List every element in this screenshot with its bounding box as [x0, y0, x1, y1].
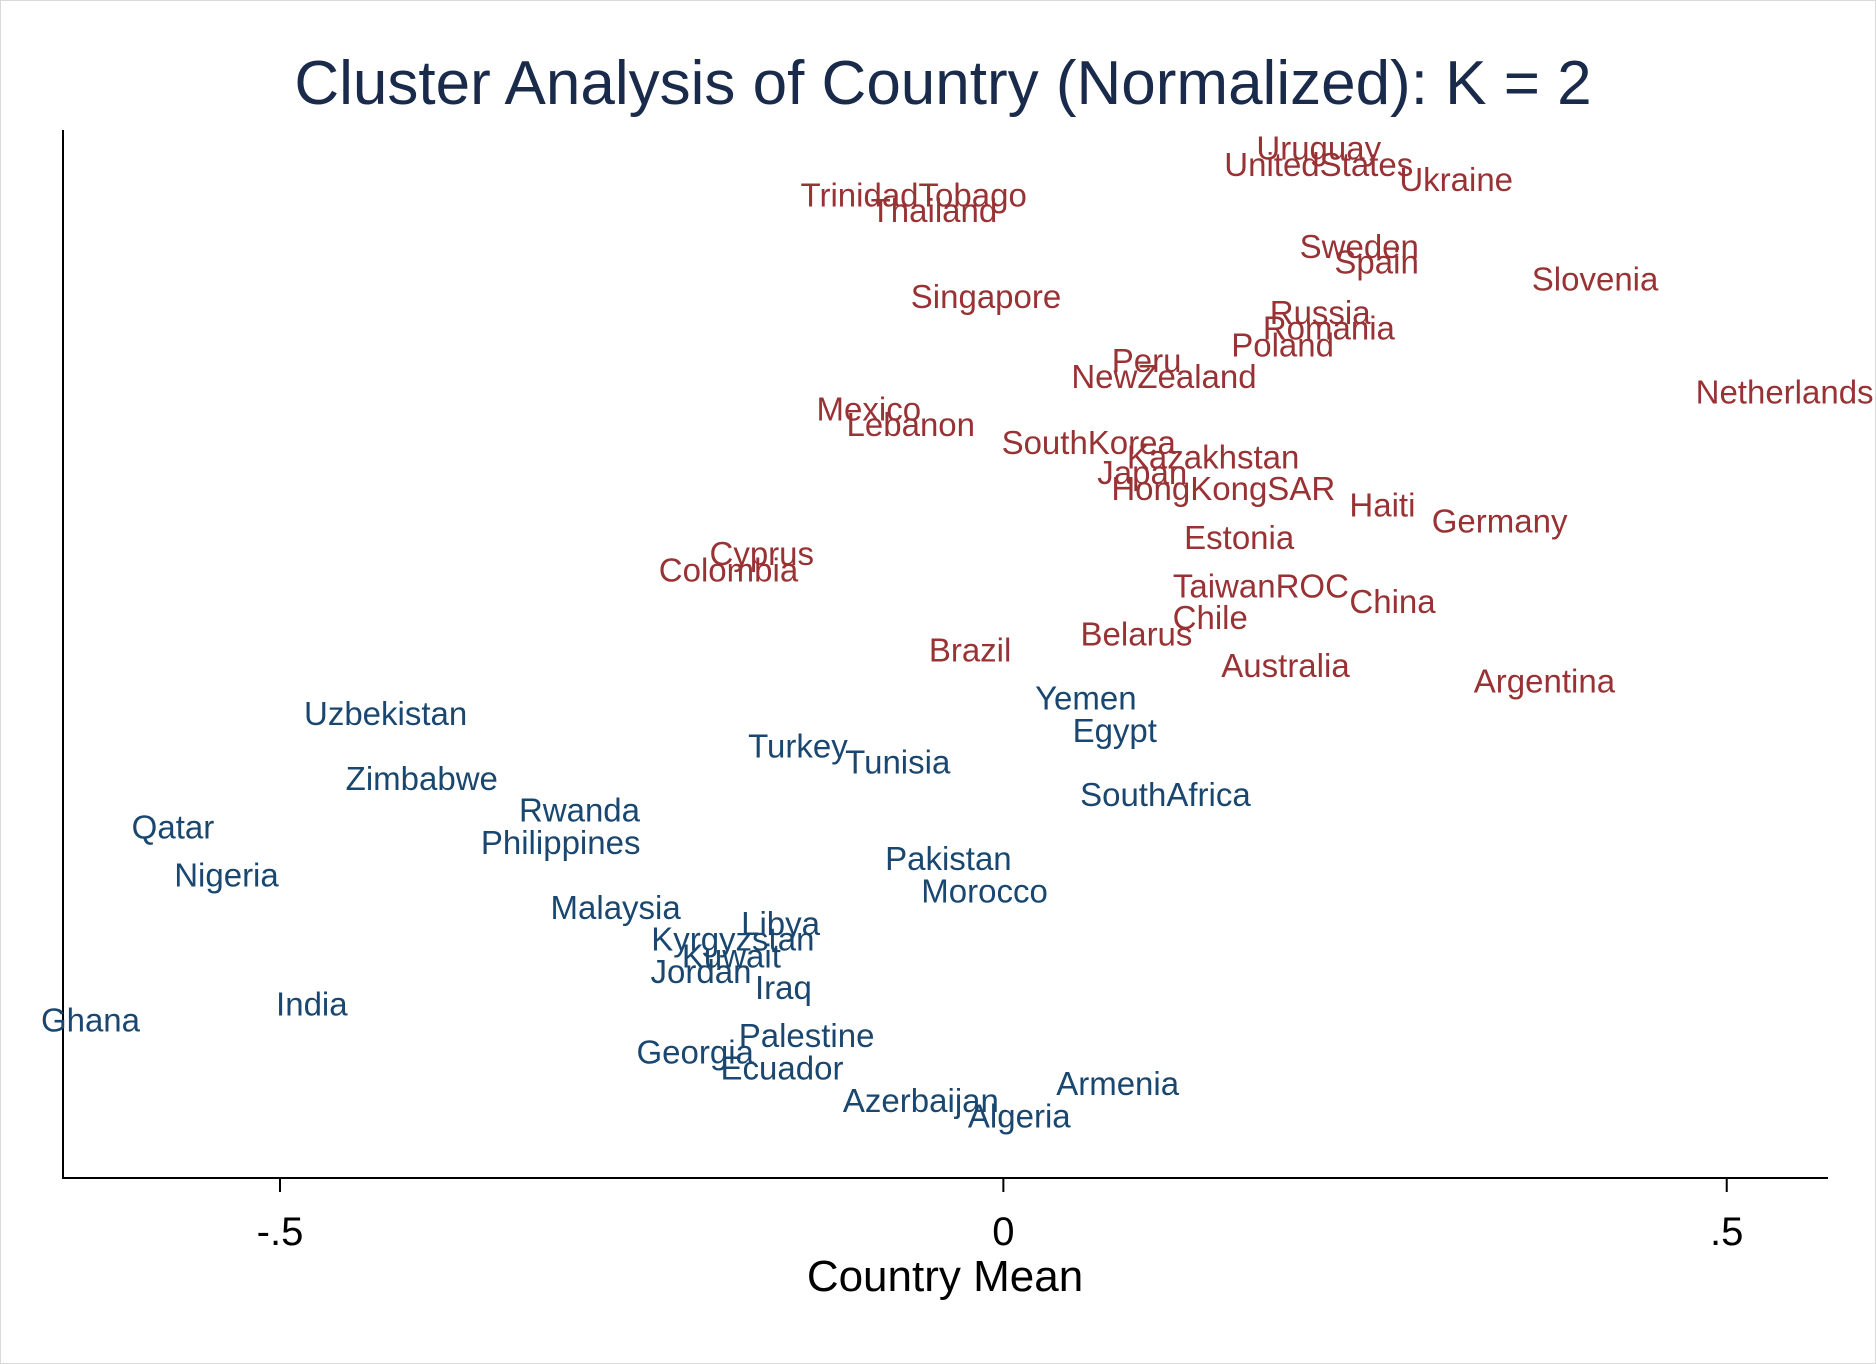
point-label: Egypt — [1073, 712, 1157, 749]
point-label: Romania — [1263, 310, 1396, 347]
point-label: UnitedStates — [1224, 146, 1413, 183]
point-label: Germany — [1432, 502, 1568, 539]
point-label: Turkey — [748, 728, 848, 765]
point-label: Spain — [1334, 244, 1418, 281]
x-axis-ticks: -.5 0 .5 — [257, 1178, 1743, 1254]
point-label: NewZealand — [1071, 358, 1256, 395]
point-label: Jordan — [651, 953, 752, 990]
x-tick-label: 0 — [992, 1210, 1014, 1254]
point-label: Philippines — [481, 824, 641, 861]
point-label: Kuwait — [682, 937, 781, 974]
point-label: Belarus — [1081, 616, 1193, 653]
point-label: Peru — [1112, 342, 1182, 379]
point-label: China — [1349, 583, 1436, 620]
point-label: Brazil — [929, 631, 1012, 668]
point-label: Palestine — [739, 1017, 875, 1054]
x-tick-label: -.5 — [257, 1210, 304, 1254]
point-label: Libya — [741, 905, 821, 942]
point-label: Sweden — [1300, 228, 1419, 265]
point-label: Nigeria — [174, 857, 279, 894]
x-tick-label: .5 — [1710, 1210, 1743, 1254]
point-label: Russia — [1270, 294, 1372, 331]
point-label: TaiwanROC — [1173, 567, 1349, 604]
point-label: Azerbaijan — [843, 1082, 999, 1119]
point-label: India — [276, 986, 348, 1023]
point-label: Cyprus — [710, 535, 815, 572]
point-label: HongKongSAR — [1111, 470, 1335, 507]
point-label: Thailand — [871, 192, 998, 229]
point-label: Iraq — [755, 969, 812, 1006]
x-axis-label: Country Mean — [806, 1252, 1084, 1301]
point-label: Pakistan — [885, 840, 1012, 877]
point-label: Netherlands — [1696, 374, 1874, 411]
point-label: Yemen — [1035, 680, 1137, 717]
point-label: Kyrgyzstan — [651, 921, 814, 958]
point-label: SouthAfrica — [1080, 776, 1251, 813]
point-label: Algeria — [968, 1098, 1071, 1135]
point-label: Haiti — [1349, 487, 1415, 524]
point-label: Singapore — [911, 278, 1061, 315]
point-label: Ecuador — [721, 1049, 844, 1086]
point-label: Australia — [1221, 647, 1350, 684]
point-label: Mexico — [817, 390, 922, 427]
point-label: Ghana — [41, 1001, 141, 1038]
point-label: Kazakhstan — [1127, 438, 1299, 475]
point-label: Estonia — [1184, 519, 1295, 556]
point-label: Japan — [1097, 454, 1187, 491]
point-label: Ukraine — [1399, 161, 1513, 198]
point-label: Slovenia — [1532, 260, 1659, 297]
point-label: Zimbabwe — [346, 760, 498, 797]
point-label: Georgia — [637, 1034, 755, 1071]
point-label: Tunisia — [845, 743, 951, 780]
point-label: Argentina — [1474, 663, 1616, 700]
point-label: Qatar — [132, 808, 215, 845]
point-label: Malaysia — [551, 889, 682, 926]
point-label: Poland — [1231, 326, 1334, 363]
point-label: SouthKorea — [1002, 424, 1177, 461]
point-label: Uruguay — [1256, 129, 1381, 166]
point-label: Uzbekistan — [304, 695, 467, 732]
point-label: Colombia — [659, 552, 799, 589]
point-label: Armenia — [1056, 1065, 1180, 1102]
point-label: Lebanon — [847, 406, 975, 443]
point-label: TrinidadTobago — [801, 176, 1027, 213]
point-label: Morocco — [921, 872, 1048, 909]
point-label: Rwanda — [519, 792, 641, 829]
chart-title: Cluster Analysis of Country (Normalized)… — [294, 49, 1592, 118]
point-label: Chile — [1173, 599, 1248, 636]
